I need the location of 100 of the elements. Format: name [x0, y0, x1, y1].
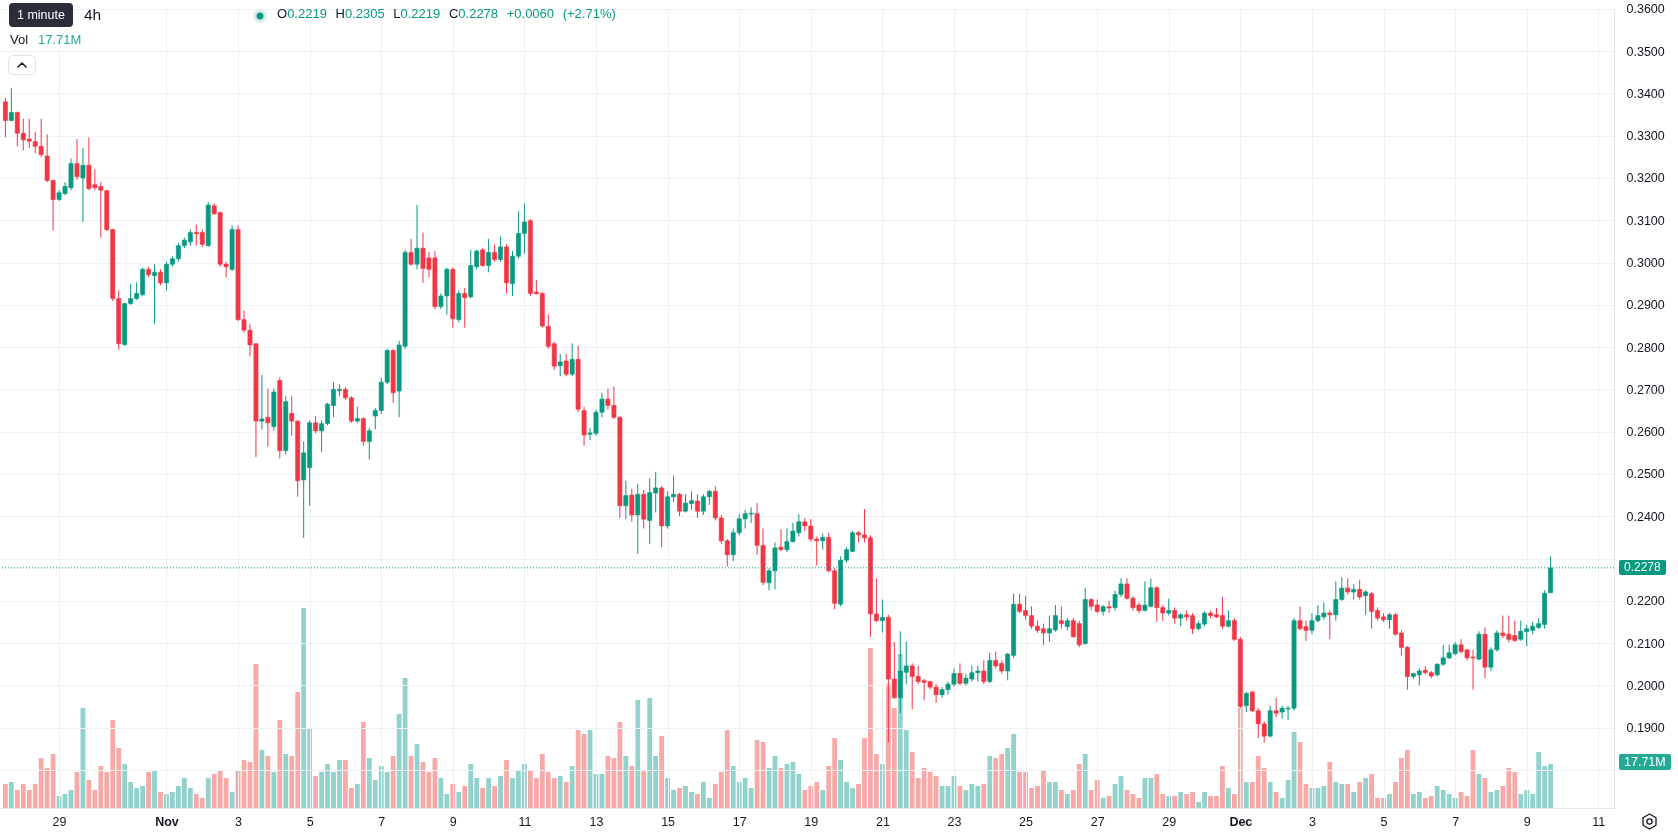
- bar: [277, 720, 283, 808]
- bar: [1226, 788, 1231, 808]
- bar: [283, 754, 289, 808]
- candlestick: [778, 528, 784, 552]
- chart-title: 4h: [84, 6, 102, 24]
- y-tick-label: 0.1900: [1626, 721, 1665, 736]
- bar: [1064, 794, 1070, 808]
- y-tick-label: 0.3200: [1626, 171, 1665, 186]
- candlestick: [1100, 604, 1106, 617]
- y-tick-label: 0.3600: [1626, 2, 1665, 17]
- x-tick-label: Nov: [155, 814, 179, 829]
- x-tick-label: 29: [52, 814, 67, 829]
- x-tick-label: 9: [449, 814, 457, 829]
- x-tick-label: 11: [1592, 814, 1606, 829]
- bar: [146, 772, 151, 808]
- x-tick-label: 17: [732, 814, 747, 829]
- x-tick-label: 3: [235, 814, 243, 829]
- bar: [1172, 796, 1178, 808]
- candlestick: [408, 238, 414, 267]
- candlestick: [259, 374, 265, 431]
- bar: [152, 770, 157, 808]
- candlestick: [480, 247, 486, 268]
- candlestick: [152, 263, 157, 325]
- x-tick-label: 13: [589, 814, 604, 829]
- x-tick-label: 9: [1523, 814, 1531, 829]
- bar: [635, 700, 641, 808]
- candlestick: [879, 599, 885, 634]
- y-tick-label: 0.2200: [1626, 594, 1665, 609]
- candlestick: [695, 493, 700, 519]
- y-tick-label: 0.2500: [1626, 467, 1665, 482]
- candlestick: [623, 480, 629, 520]
- bar: [820, 790, 826, 808]
- y-tick-label: 0.3000: [1626, 256, 1665, 271]
- bar: [205, 778, 211, 808]
- bar: [492, 786, 497, 808]
- candlestick: [498, 235, 503, 263]
- y-tick-label: 0.3400: [1626, 86, 1665, 101]
- x-tick-label: 19: [804, 814, 819, 829]
- bar: [498, 776, 503, 808]
- bar: [480, 788, 486, 808]
- bar: [504, 760, 509, 808]
- annotation: 17.71M: [38, 32, 82, 48]
- x-tick-label: Dec: [1229, 814, 1253, 829]
- x-tick-label: 23: [947, 814, 962, 829]
- bar: [1363, 778, 1369, 808]
- bar: [1387, 794, 1392, 808]
- candlestick: [80, 147, 86, 223]
- bar: [659, 736, 665, 808]
- candlestick: [563, 353, 569, 377]
- bar: [486, 778, 492, 808]
- y-tick-label: 0.3100: [1626, 213, 1665, 228]
- x-tick-label: 27: [1090, 814, 1105, 829]
- x-tick-label: 29: [1162, 814, 1177, 829]
- candlestick: [981, 659, 987, 685]
- candlestick: [414, 204, 420, 270]
- bar: [641, 770, 647, 808]
- y-tick-label: 0.2000: [1626, 678, 1665, 693]
- candlestick: [635, 483, 641, 555]
- y-tick-label: 0.2100: [1626, 636, 1665, 651]
- bar: [2, 784, 8, 808]
- candlestick: [957, 662, 963, 686]
- candlestick: [987, 652, 993, 684]
- candlestick: [1363, 589, 1369, 616]
- bar: [981, 784, 987, 808]
- bar: [1267, 782, 1273, 808]
- bar: [158, 792, 163, 808]
- candlestick: [1273, 697, 1279, 718]
- candlestick: [462, 287, 468, 329]
- candlestick: [1357, 579, 1363, 601]
- bar: [563, 782, 569, 808]
- bar: [1058, 790, 1064, 808]
- x-tick-label: 21: [875, 814, 890, 829]
- x-tick-label: 5: [306, 814, 314, 829]
- bar: [8, 782, 14, 808]
- bar: [1327, 762, 1333, 808]
- candlestick: [8, 87, 14, 122]
- bar: [1357, 782, 1363, 808]
- candlestick: [360, 416, 366, 447]
- candlestick: [486, 238, 492, 273]
- bar: [462, 786, 468, 808]
- bar: [1100, 798, 1106, 808]
- candlestick: [366, 427, 372, 461]
- candlestick: [265, 388, 271, 447]
- bar: [623, 756, 629, 808]
- y-tick-label: 0.2400: [1626, 509, 1665, 524]
- candlestick: [1327, 610, 1333, 640]
- bar: [265, 756, 271, 808]
- bar: [987, 756, 993, 808]
- bar: [1273, 792, 1279, 808]
- candlestick: [569, 342, 575, 377]
- bar: [1082, 754, 1088, 808]
- x-tick-label: 7: [1452, 814, 1460, 829]
- bar: [677, 788, 682, 808]
- candlestick: [2, 97, 8, 138]
- bar: [1243, 782, 1249, 808]
- x-tick-label: 7: [378, 814, 386, 829]
- y-tick-label: 0.3500: [1626, 44, 1665, 59]
- candlestick: [1058, 605, 1064, 630]
- x-tick-label: 5: [1380, 814, 1388, 829]
- text: O0.2219 H0.2305 L0.2219 C0.2278 +0.0060 (+2.71%): [277, 6, 616, 21]
